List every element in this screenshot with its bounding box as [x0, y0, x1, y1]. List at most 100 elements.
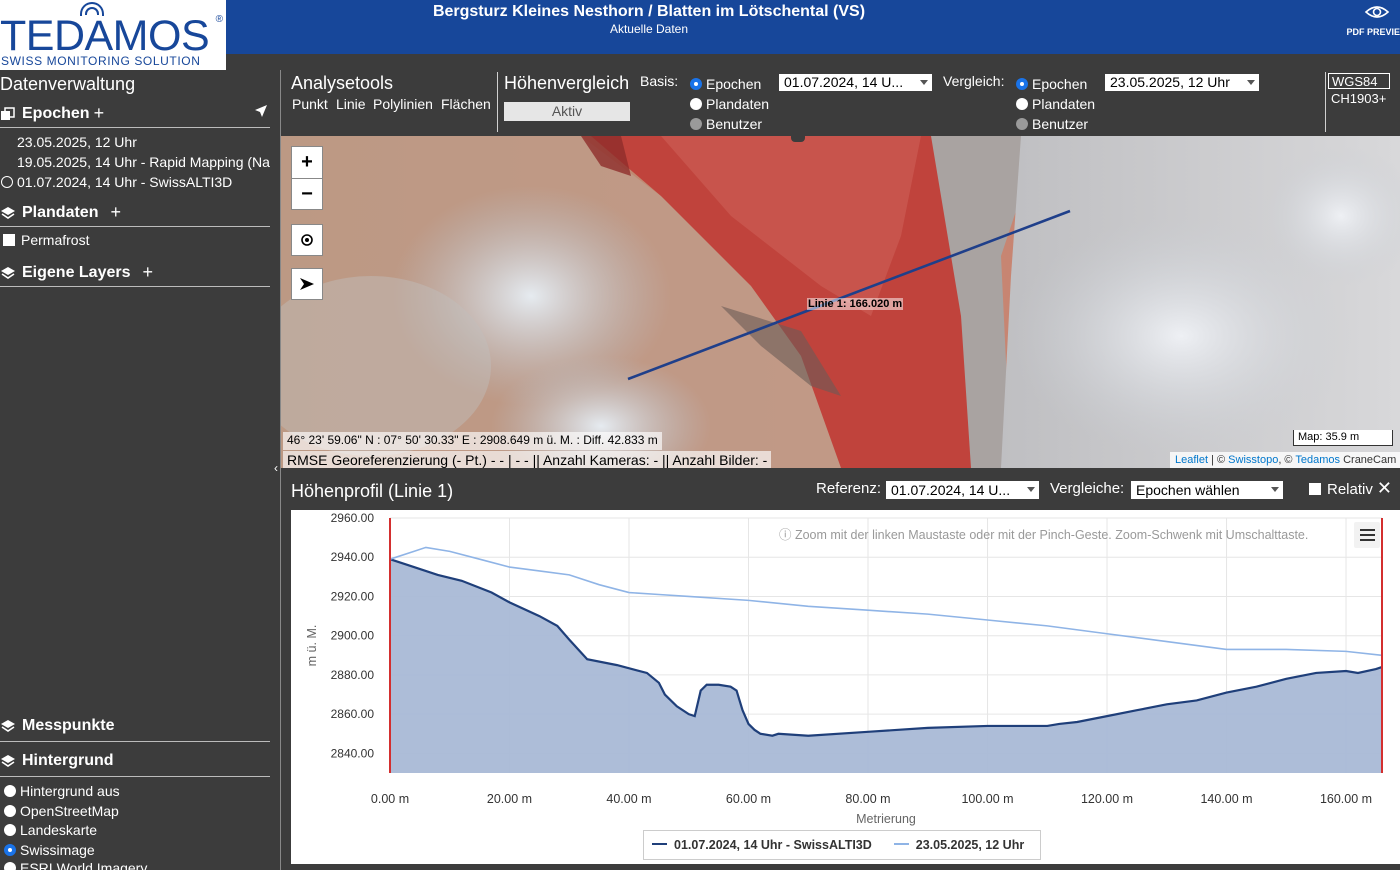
plandaten-item-permafrost[interactable]: Permafrost — [3, 232, 89, 248]
hamburger-icon — [1360, 529, 1375, 531]
legend-item[interactable]: 23.05.2025, 12 Uhr — [893, 838, 1024, 852]
hintergrund-radio[interactable] — [4, 805, 16, 817]
vergleich-option-benutzer[interactable]: Benutzer — [1016, 116, 1088, 132]
basis-epoche-select[interactable]: 01.07.2024, 14 U... — [779, 74, 932, 91]
section-messpunkte[interactable]: Messpunkte — [0, 717, 114, 735]
swisstopo-link[interactable]: Swisstopo — [1228, 454, 1279, 466]
profile-chart[interactable]: 2960.00 2940.00 2920.00 2900.00 2880.00 2860.… — [291, 510, 1400, 864]
basis-radio-disabled[interactable] — [690, 118, 702, 130]
vergleiche-select[interactable]: Epochen wählen — [1131, 481, 1283, 499]
tool-polylinien[interactable]: Polylinien — [373, 96, 433, 112]
tedamos-link[interactable]: Tedamos — [1295, 454, 1341, 466]
hintergrund-radio-selected[interactable] — [4, 844, 16, 856]
logo-registered-mark: ® — [215, 14, 223, 25]
leaflet-link[interactable]: Leaflet — [1175, 454, 1209, 466]
coordinate-readout: 46° 23' 59.06" N : 07° 50' 30.33" E : 29… — [283, 432, 662, 450]
basis-option-plandaten[interactable]: Plandaten — [690, 96, 769, 112]
zoom-in-button[interactable]: + — [291, 146, 323, 178]
hintergrund-option[interactable]: Landeskarte — [4, 822, 97, 838]
navigate-button[interactable] — [291, 268, 323, 300]
crs-wgs84[interactable]: WGS84 — [1328, 73, 1390, 89]
tool-punkt[interactable]: Punkt — [292, 96, 328, 112]
locate-arrow-icon[interactable] — [254, 104, 268, 123]
epoche-item[interactable]: 23.05.2025, 12 Uhr — [17, 134, 137, 150]
divider — [0, 286, 270, 287]
divider — [0, 741, 270, 742]
tool-flaechen[interactable]: Flächen — [441, 96, 491, 112]
toolbar-separator — [1325, 72, 1326, 132]
epoche-item[interactable]: 19.05.2025, 14 Uhr - Rapid Mapping (Na — [17, 154, 270, 170]
crs-ch1903[interactable]: CH1903+ — [1331, 91, 1387, 106]
vergleich-epoche-select[interactable]: 23.05.2025, 12 Uhr — [1105, 74, 1259, 91]
basis-radio-selected[interactable] — [690, 78, 702, 90]
section-hintergrund[interactable]: Hintergrund — [0, 752, 114, 770]
hintergrund-option[interactable]: Hintergrund aus — [4, 783, 120, 799]
layers-icon — [0, 266, 16, 280]
chevron-down-icon — [1027, 487, 1035, 492]
basis-option-benutzer[interactable]: Benutzer — [690, 116, 762, 132]
relativ-toggle[interactable]: Relativ — [1309, 481, 1373, 498]
hintergrund-radio[interactable] — [4, 785, 16, 797]
chevron-left-icon[interactable]: ‹ — [274, 461, 278, 475]
collapse-toolbar-button[interactable]: ⌃ — [791, 136, 805, 142]
add-epoche-icon[interactable]: + — [93, 103, 105, 123]
divider — [0, 226, 270, 227]
hintergrund-radio[interactable] — [4, 862, 16, 870]
hintergrund-option[interactable]: Swissimage — [4, 842, 95, 858]
hamburger-icon — [1360, 539, 1375, 541]
hintergrund-option[interactable]: ESRI World Imagery — [4, 860, 147, 870]
vergleich-radio[interactable] — [1016, 98, 1028, 110]
series-area — [390, 559, 1382, 773]
basis-label: Basis: — [640, 73, 679, 89]
layers-icon — [0, 754, 16, 768]
sidebar-border — [280, 70, 281, 870]
y-tick-label: 2840.00 — [331, 746, 375, 760]
epoche-item[interactable]: 01.07.2024, 14 Uhr - SwissALTI3D — [1, 174, 232, 190]
referenz-select[interactable]: 01.07.2024, 14 U... — [886, 481, 1039, 499]
y-tick-label: 2940.00 — [331, 550, 375, 564]
vergleich-option-epochen[interactable]: Epochen — [1016, 76, 1087, 92]
relativ-checkbox[interactable] — [1309, 483, 1321, 495]
x-tick-label: 160.00 m — [1320, 792, 1372, 806]
vergleich-option-plandaten[interactable]: Plandaten — [1016, 96, 1095, 112]
section-eigene-layers[interactable]: Eigene Layers + — [0, 262, 153, 283]
vergleich-radio-disabled[interactable] — [1016, 118, 1028, 130]
page-title: Bergsturz Kleines Nesthorn / Blatten im … — [432, 3, 866, 20]
tedamos-logo[interactable]: TEDAMOS ® SWISS MONITORING SOLUTION — [0, 0, 226, 70]
section-messpunkte-label: Messpunkte — [22, 717, 115, 734]
layers-icon — [0, 719, 16, 733]
epoche-radio[interactable] — [1, 176, 13, 188]
hoehenvergleich-aktiv-button[interactable]: Aktiv — [504, 102, 630, 121]
chart-legend: 01.07.2024, 14 Uhr - SwissALTI3D 23.05.2… — [643, 830, 1041, 860]
y-tick-label: 2860.00 — [331, 707, 375, 721]
pdf-preview-button[interactable]: PDF PREVIE — [1340, 0, 1400, 54]
hintergrund-option-label: ESRI World Imagery — [20, 860, 148, 870]
close-icon[interactable]: ✕ — [1376, 478, 1392, 498]
vergleich-option-label: Epochen — [1032, 76, 1088, 92]
basis-radio[interactable] — [690, 98, 702, 110]
tool-linie[interactable]: Linie — [336, 96, 366, 112]
layers-copy-icon — [0, 106, 16, 121]
section-epochen[interactable]: Epochen + — [0, 103, 104, 124]
permafrost-checkbox[interactable] — [3, 234, 15, 246]
legend-swatch — [893, 843, 909, 845]
basis-option-label: Plandaten — [706, 96, 770, 112]
map-view[interactable]: ⌃ Linie 1: 166.020 m + − 46° 23' 59.06" … — [281, 136, 1400, 468]
vergleich-radio-selected[interactable] — [1016, 78, 1028, 90]
add-layer-icon[interactable]: + — [142, 262, 154, 282]
locate-target-button[interactable] — [291, 224, 323, 256]
hintergrund-radio[interactable] — [4, 824, 16, 836]
hintergrund-option[interactable]: OpenStreetMap — [4, 803, 119, 819]
hintergrund-option-label: Swissimage — [20, 842, 95, 858]
attribution-separator: , © — [1278, 454, 1296, 466]
attribution-separator: | © — [1208, 454, 1229, 466]
section-plandaten[interactable]: Plandaten + — [0, 202, 121, 223]
add-plandaten-icon[interactable]: + — [110, 202, 121, 222]
basis-option-epochen[interactable]: Epochen — [690, 76, 761, 92]
logo-tagline: SWISS MONITORING SOLUTION — [1, 54, 201, 68]
chart-menu-button[interactable] — [1354, 522, 1380, 548]
plandaten-item-label: Permafrost — [21, 232, 90, 248]
zoom-out-button[interactable]: − — [291, 178, 323, 210]
layers-icon — [0, 206, 16, 220]
legend-item[interactable]: 01.07.2024, 14 Uhr - SwissALTI3D — [652, 838, 872, 852]
